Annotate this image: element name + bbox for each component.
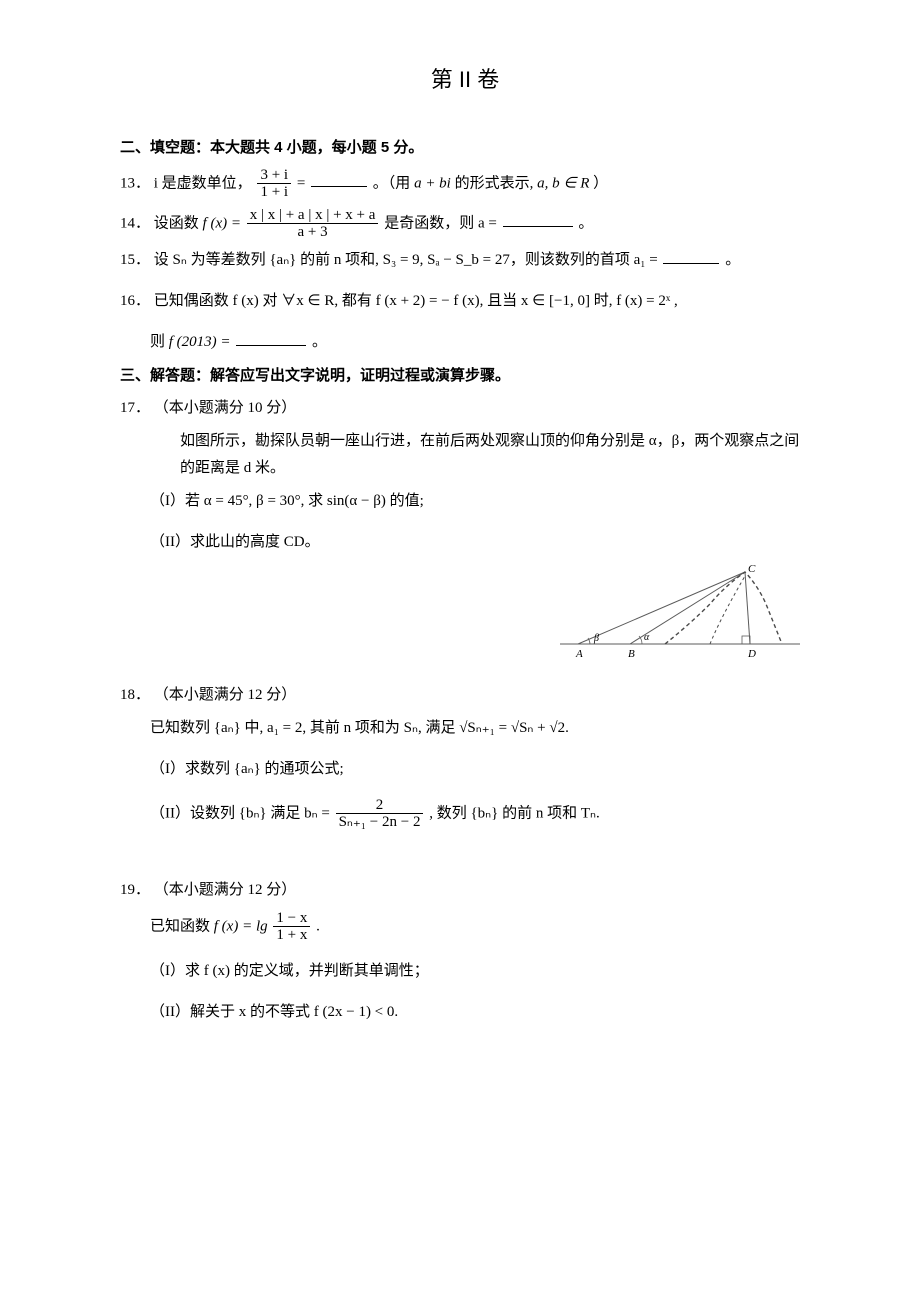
q13-pre: i 是虚数单位， bbox=[154, 175, 252, 191]
q17-head: 17． （本小题满分 10 分） bbox=[120, 395, 810, 422]
q16-line2-end: 。 bbox=[312, 334, 327, 350]
q13-num: 13． bbox=[120, 175, 150, 191]
q14-frac: x | x | + a | x | + x + a a + 3 bbox=[247, 207, 379, 241]
q18-part1: （I）求数列 {aₙ} 的通项公式; bbox=[120, 756, 810, 783]
q17-part2: （II）求此山的高度 CD。 bbox=[120, 529, 810, 556]
q19-frac-num: 1 − x bbox=[273, 910, 310, 928]
q18-p2-post: , 数列 {bₙ} 的前 n 项和 Tₙ. bbox=[429, 805, 600, 821]
q19-body-fx: f (x) = lg bbox=[214, 918, 268, 934]
q13-frac-den: 1 + i bbox=[257, 184, 291, 201]
q13-post: 。（用 bbox=[373, 175, 414, 191]
q16-line2-expr: f (2013) = bbox=[169, 334, 235, 350]
label-B: B bbox=[628, 648, 635, 660]
q13-cond: a, b ∈ R bbox=[537, 175, 589, 191]
q16-line2-pre: 则 bbox=[150, 334, 169, 350]
q14-blank bbox=[503, 211, 573, 227]
q19-part2: （II）解关于 x 的不等式 f (2x − 1) < 0. bbox=[120, 999, 810, 1026]
page-title: 第 II 卷 bbox=[120, 60, 810, 100]
section2-heading: 二、填空题：本大题共 4 小题，每小题 5 分。 bbox=[120, 134, 810, 161]
q13-end: ） bbox=[593, 175, 608, 191]
q13-frac-num: 3 + i bbox=[257, 167, 291, 185]
q16-line2: 则 f (2013) = 。 bbox=[120, 329, 810, 356]
q16-num: 16． bbox=[120, 293, 150, 309]
q18-p2-frac: 2 Sₙ₊₁ − 2n − 2 bbox=[336, 797, 424, 831]
q13-post2: 的形式表示, bbox=[455, 175, 538, 191]
q15-blank bbox=[663, 248, 719, 264]
q14-pre: 设函数 bbox=[154, 215, 203, 231]
q15: 15． 设 Sₙ 为等差数列 {aₙ} 的前 n 项和, S₃ = 9, Sₐ … bbox=[120, 247, 810, 274]
label-D: D bbox=[747, 648, 756, 660]
q14-frac-den: a + 3 bbox=[247, 224, 379, 241]
q19-body: 已知函数 f (x) = lg 1 − x 1 + x . bbox=[120, 910, 810, 944]
q18-p2-den: Sₙ₊₁ − 2n − 2 bbox=[336, 814, 424, 831]
q13-blank bbox=[311, 171, 367, 187]
q17-figure: A B D C α β bbox=[120, 564, 810, 672]
q17-points: （本小题满分 10 分） bbox=[154, 400, 297, 416]
q16-blank bbox=[236, 330, 306, 346]
q13: 13． i 是虚数单位， 3 + i 1 + i = 。（用 a + bi 的形… bbox=[120, 167, 810, 201]
q19-head: 19． （本小题满分 12 分） bbox=[120, 877, 810, 904]
q19-frac: 1 − x 1 + x bbox=[273, 910, 310, 944]
q15-num: 15． bbox=[120, 252, 150, 268]
q18-p2-num: 2 bbox=[336, 797, 424, 815]
q17-part1: （I）若 α = 45°, β = 30°, 求 sin(α − β) 的值; bbox=[120, 488, 810, 515]
section3-heading: 三、解答题：解答应写出文字说明，证明过程或演算步骤。 bbox=[120, 362, 810, 389]
label-A: A bbox=[575, 648, 583, 660]
q15-text: 设 Sₙ 为等差数列 {aₙ} 的前 n 项和, S₃ = 9, Sₐ − S_… bbox=[154, 252, 662, 268]
mountain-diagram: A B D C α β bbox=[560, 564, 800, 662]
q18-part2: （II）设数列 {bₙ} 满足 bₙ = 2 Sₙ₊₁ − 2n − 2 , 数… bbox=[120, 797, 810, 831]
q19-part1: （I）求 f (x) 的定义域，并判断其单调性； bbox=[120, 958, 810, 985]
q14-end: 。 bbox=[578, 215, 593, 231]
q18-body: 已知数列 {aₙ} 中, a₁ = 2, 其前 n 项和为 Sₙ, 满足 √Sₙ… bbox=[120, 715, 810, 742]
q19-num: 19． bbox=[120, 882, 150, 898]
q14-mid: 是奇函数，则 a = bbox=[384, 215, 500, 231]
q14: 14． 设函数 f (x) = x | x | + a | x | + x + … bbox=[120, 207, 810, 241]
q13-eq: = bbox=[297, 175, 309, 191]
q14-fx: f (x) = bbox=[203, 215, 245, 231]
label-alpha: α bbox=[644, 632, 650, 643]
q18-num: 18． bbox=[120, 687, 150, 703]
q19-points: （本小题满分 12 分） bbox=[154, 882, 297, 898]
q18-head: 18． （本小题满分 12 分） bbox=[120, 682, 810, 709]
q13-frac: 3 + i 1 + i bbox=[257, 167, 291, 201]
q14-num: 14． bbox=[120, 215, 150, 231]
q17-body1: 如图所示，勘探队员朝一座山行进，在前后两处观察山顶的仰角分别是 α，β，两个观察… bbox=[120, 428, 810, 482]
q19-frac-den: 1 + x bbox=[273, 927, 310, 944]
q16-line1: 已知偶函数 f (x) 对 ∀x ∈ R, 都有 f (x + 2) = − f… bbox=[154, 293, 678, 309]
label-beta: β bbox=[593, 633, 599, 644]
q16: 16． 已知偶函数 f (x) 对 ∀x ∈ R, 都有 f (x + 2) =… bbox=[120, 288, 810, 315]
q19-body-post: . bbox=[316, 918, 320, 934]
q13-expr: a + bi bbox=[414, 175, 451, 191]
q14-frac-num: x | x | + a | x | + x + a bbox=[247, 207, 379, 225]
q18-p2-pre: （II）设数列 {bₙ} 满足 bₙ = bbox=[150, 805, 334, 821]
label-C: C bbox=[748, 564, 756, 575]
q17-num: 17． bbox=[120, 400, 150, 416]
q18-points: （本小题满分 12 分） bbox=[154, 687, 297, 703]
q19-body-pre: 已知函数 bbox=[150, 918, 214, 934]
q15-end: 。 bbox=[725, 252, 740, 268]
